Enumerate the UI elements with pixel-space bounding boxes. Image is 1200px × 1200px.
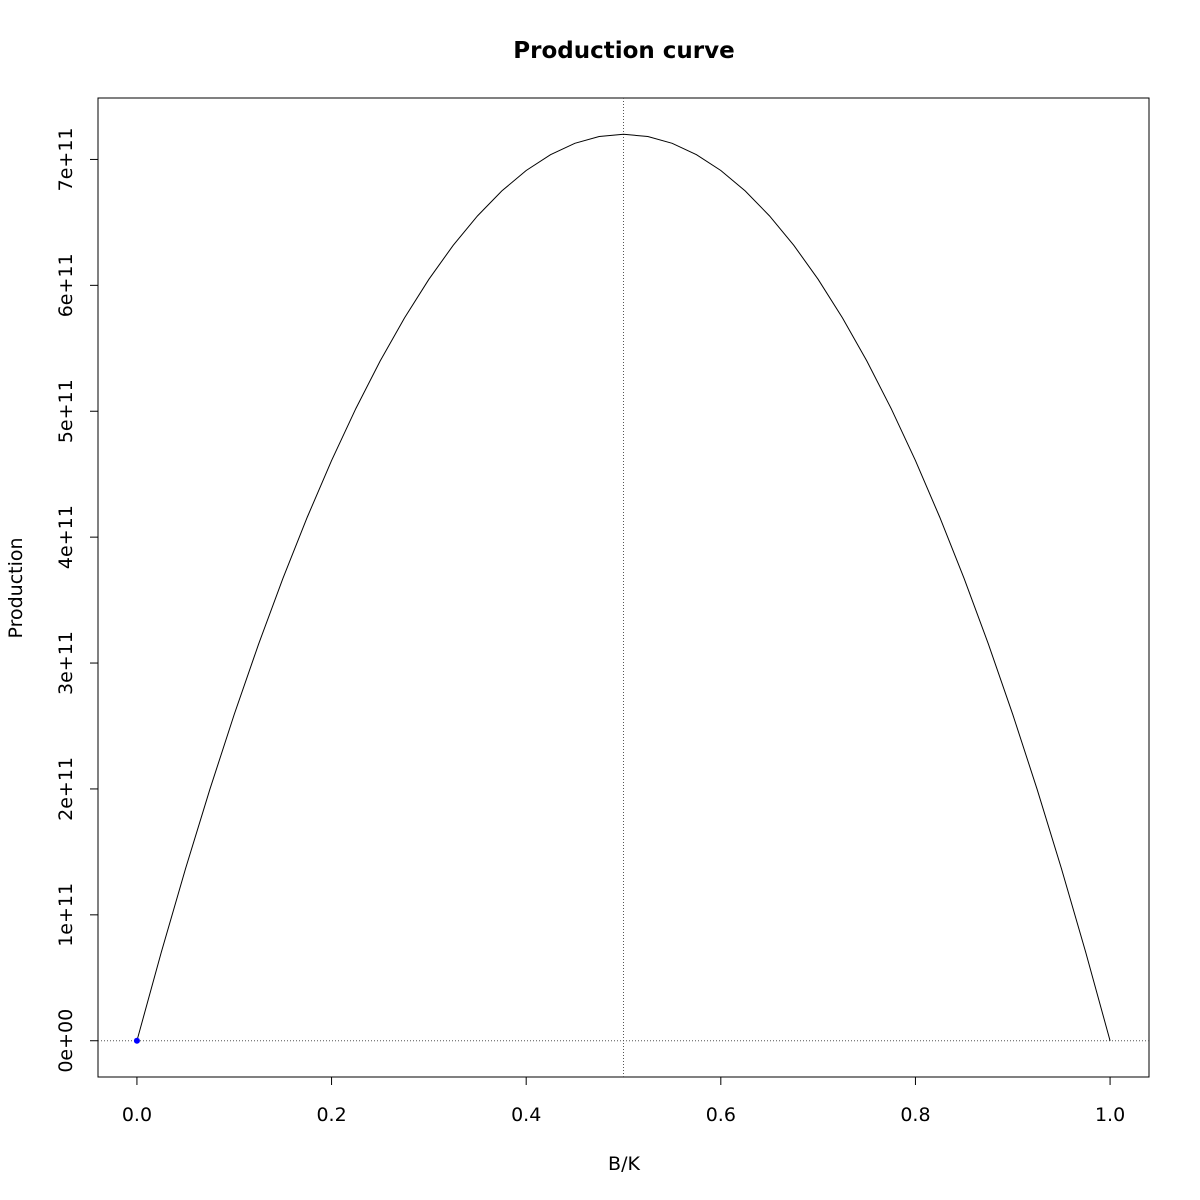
chart-title: Production curve [513,38,734,64]
x-tick-label: 0.0 [122,1104,152,1126]
x-tick-label: 1.0 [1095,1104,1125,1126]
y-tick-label: 3e+11 [55,631,77,695]
y-tick-label: 5e+11 [55,379,77,443]
point [133,1037,140,1044]
y-axis-label: Production [5,537,27,638]
y-tick-label: 2e+11 [55,757,77,821]
y-tick-label: 6e+11 [55,253,77,317]
x-tick-label: 0.8 [900,1104,930,1126]
x-tick-label: 0.2 [316,1104,346,1126]
y-tick-label: 4e+11 [55,505,77,569]
x-axis-label: B/K [608,1153,640,1175]
production-curve [136,133,1111,1041]
y-tick-label: 7e+11 [55,128,77,192]
x-tick-label: 0.6 [706,1104,736,1126]
y-tick-label: 1e+11 [55,883,77,947]
y-tick-label: 0e+00 [55,1009,77,1073]
x-tick-label: 0.4 [511,1104,541,1126]
